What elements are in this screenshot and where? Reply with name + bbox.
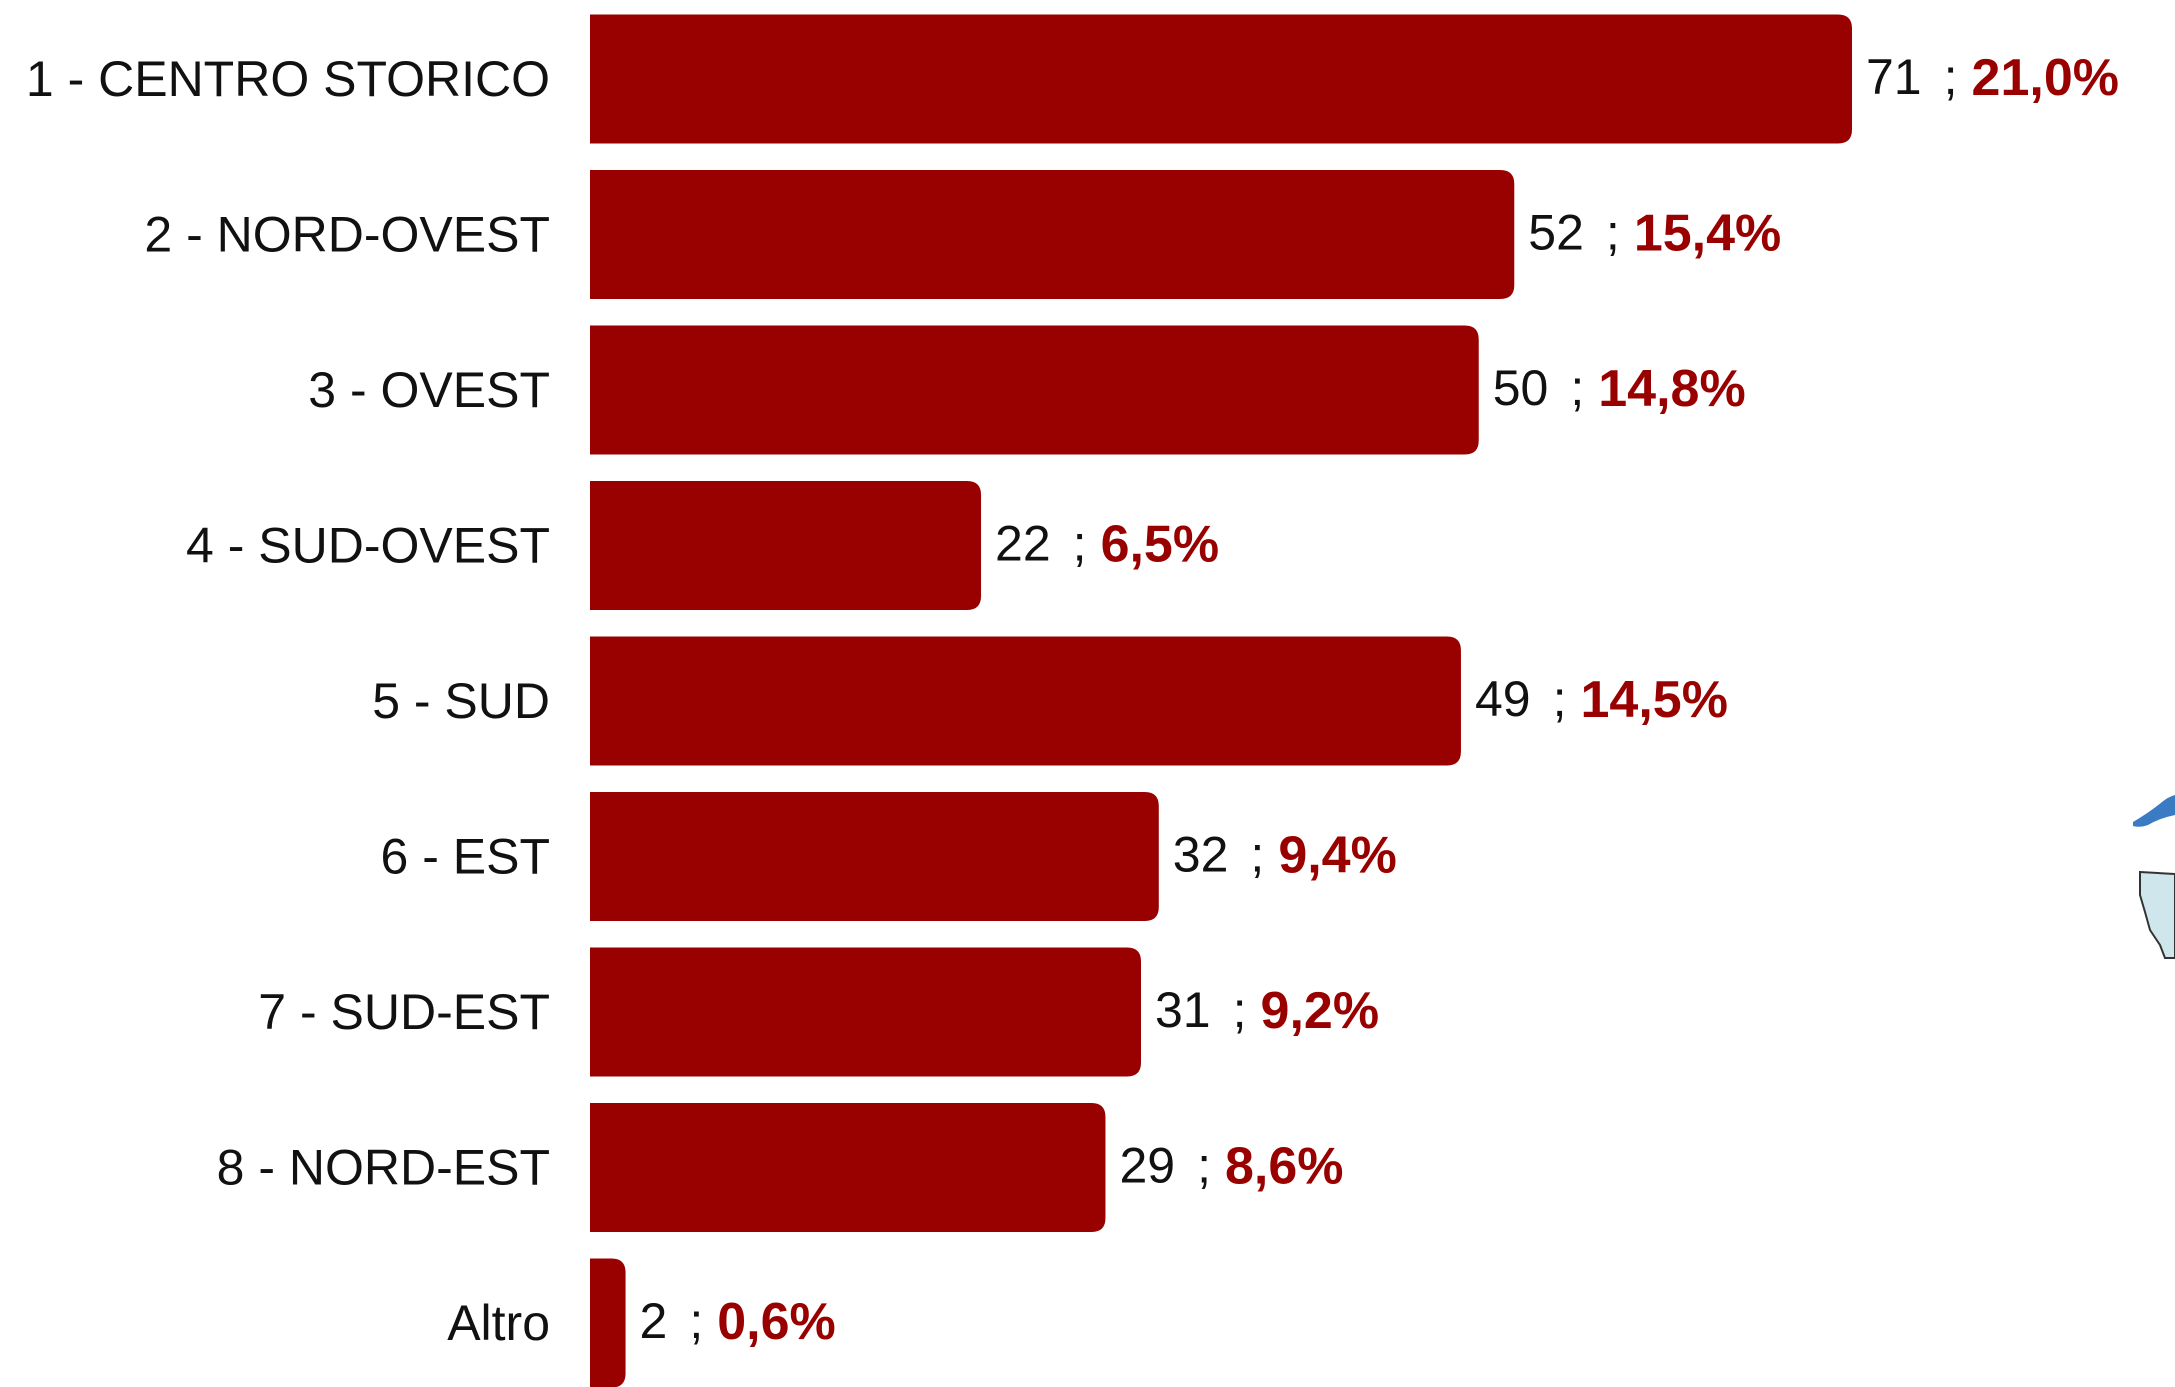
bar [590,481,982,610]
count-label: 49 [1475,671,1531,727]
separator: ; [1944,49,1958,105]
bar [590,325,1479,455]
separator: ; [1606,205,1620,261]
percent-label: 21,0% [1972,49,2119,107]
category-label: 5 - SUD [372,673,550,729]
count-label: 2 [640,1293,668,1349]
count-label: 31 [1155,982,1211,1038]
category-label: Altro [447,1295,550,1351]
data-label: 29; 8,6% [1119,1137,1343,1195]
count-label: 22 [995,516,1051,572]
separator: ; [1570,360,1584,416]
data-label: 71; 21,0% [1866,49,2119,107]
category-label: 3 - OVEST [308,362,550,418]
percent-label: 9,4% [1278,826,1397,884]
percent-label: 14,5% [1580,671,1727,729]
data-label: 32; 9,4% [1173,826,1397,884]
count-label: 71 [1866,49,1922,105]
count-label: 32 [1173,827,1229,883]
data-label: 52; 15,4% [1528,204,1781,262]
data-label: 50; 14,8% [1493,360,1746,418]
bar [590,1103,1106,1232]
data-label: 49; 14,5% [1475,671,1728,729]
data-label: 31; 9,2% [1155,982,1379,1040]
bar [590,636,1461,766]
separator: ; [1250,827,1264,883]
separator: ; [689,1293,703,1349]
percent-label: 8,6% [1225,1137,1344,1195]
count-label: 50 [1493,360,1549,416]
map-river [2133,795,2175,827]
percent-label: 15,4% [1634,204,1781,262]
category-label: 7 - SUD-EST [258,984,550,1040]
bar [590,14,1852,144]
bar [590,1258,626,1387]
map-fragment [2133,795,2175,959]
separator: ; [1233,982,1247,1038]
percent-label: 6,5% [1101,515,1220,573]
map-area [2139,870,2175,959]
bar [590,170,1515,299]
percent-label: 0,6% [717,1293,836,1351]
percent-label: 9,2% [1261,982,1380,1040]
category-label: 8 - NORD-EST [217,1140,550,1196]
separator: ; [1553,671,1567,727]
percent-label: 14,8% [1598,360,1745,418]
data-label: 22; 6,5% [995,515,1219,573]
data-label: 2; 0,6% [640,1293,836,1351]
category-label: 4 - SUD-OVEST [186,518,550,574]
count-label: 52 [1528,205,1584,261]
separator: ; [1073,516,1087,572]
bar [590,947,1142,1077]
category-label: 2 - NORD-OVEST [144,207,550,263]
category-label: 6 - EST [381,829,550,885]
separator: ; [1197,1138,1211,1194]
count-label: 29 [1119,1138,1175,1194]
category-label: 1 - CENTRO STORICO [26,51,550,107]
bar [590,792,1159,921]
